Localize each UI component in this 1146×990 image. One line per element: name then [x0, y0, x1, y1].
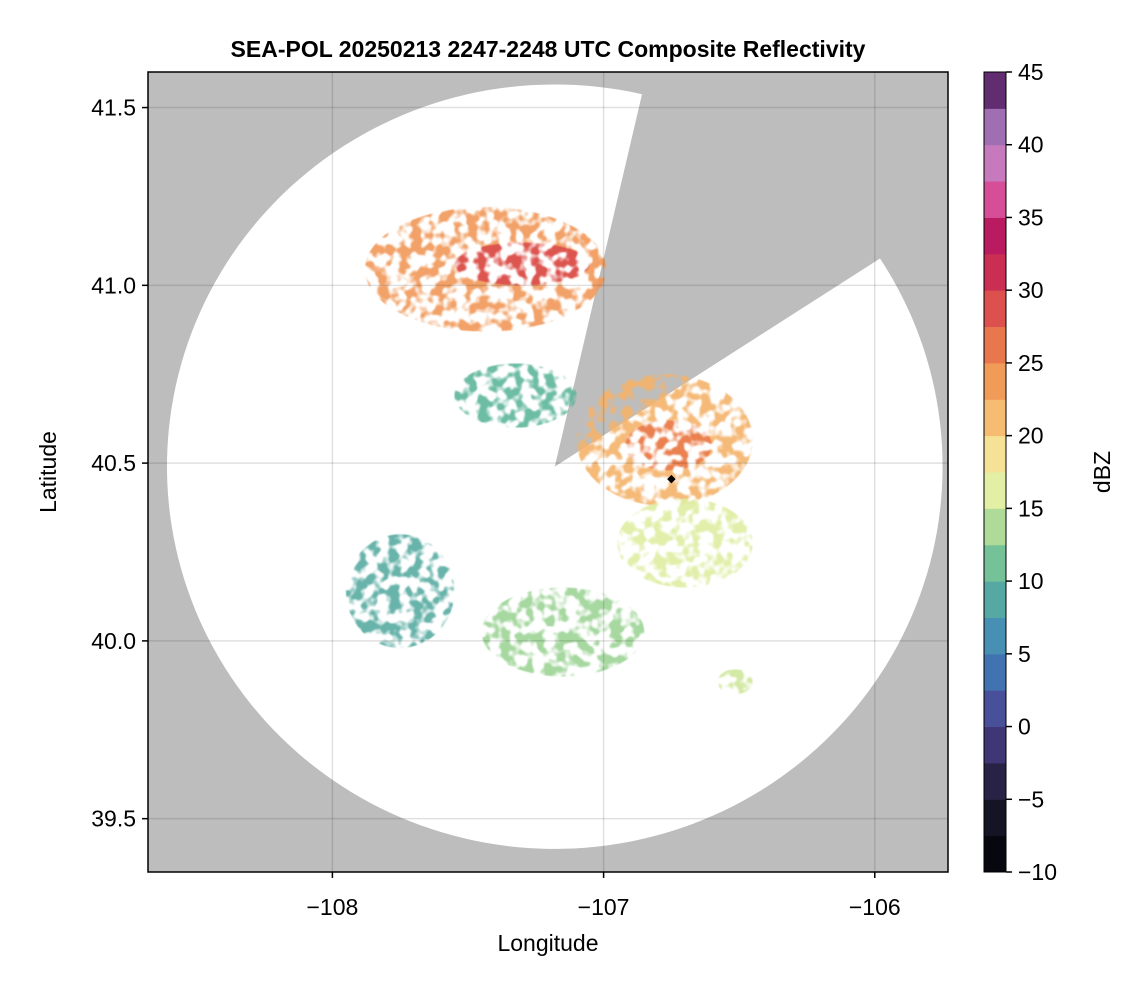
y-tick-label: 40.5: [91, 450, 136, 476]
colorbar-segment: [984, 326, 1006, 364]
echo-region: [481, 587, 645, 677]
echo-region: [454, 242, 591, 286]
y-tick-label: 40.0: [91, 628, 136, 654]
y-tick-label: 41.0: [91, 272, 136, 298]
x-axis-label: Longitude: [497, 930, 598, 956]
echo-region: [625, 420, 713, 471]
colorbar-tick-label: 15: [1018, 495, 1044, 521]
grid-lines: [148, 72, 948, 872]
colorbar-segment: [984, 726, 1006, 764]
x-tick-label: −106: [849, 894, 901, 920]
colorbar-tick-label: 20: [1018, 423, 1044, 449]
colorbar-segment: [984, 472, 1006, 509]
colorbar-tick-label: 30: [1018, 277, 1044, 303]
colorbar-segment: [984, 217, 1006, 255]
colorbar-segment: [984, 653, 1006, 691]
colorbar-tick-label: 40: [1018, 132, 1044, 158]
colorbar-segment: [984, 544, 1006, 582]
echo-region: [617, 498, 753, 588]
colorbar-segment: [984, 690, 1006, 728]
plot-area: [147, 71, 949, 873]
colorbar-segment: [984, 835, 1006, 873]
radar-coverage: [166, 84, 943, 849]
colorbar-tick-label: −10: [1018, 859, 1057, 885]
colorbar-segment: [984, 108, 1006, 146]
colorbar-segment: [984, 508, 1006, 546]
colorbar-segment: [984, 435, 1006, 473]
colorbar-segment: [984, 799, 1006, 837]
colorbar: −10 −5 0 5 10 15 20 25 30 35 40 45: [983, 59, 1057, 885]
plot-frame: [147, 71, 949, 873]
colorbar-tick-label: 0: [1018, 714, 1031, 740]
colorbar-segment: [984, 399, 1006, 437]
colorbar-segment: [984, 181, 1006, 218]
colorbar-tick-label: 35: [1018, 204, 1044, 230]
chart-title: SEA-POL 20250213 2247-2248 UTC Composite…: [231, 36, 866, 62]
colorbar-segment: [984, 72, 1006, 109]
y-tick-label: 39.5: [91, 806, 136, 832]
y-tick-label: 41.5: [91, 95, 136, 121]
colorbar-segment: [984, 581, 1006, 618]
y-axis: 39.5 40.0 40.5 41.0 41.5: [91, 95, 148, 832]
echo-region: [454, 363, 577, 428]
colorbar-tick-label: 10: [1018, 568, 1044, 594]
colorbar-tick-label: 45: [1018, 59, 1044, 85]
echo-region: [345, 534, 455, 648]
radar-site-marker: [667, 474, 676, 484]
x-tick-label: −107: [578, 894, 630, 920]
colorbar-segment: [984, 617, 1006, 655]
colorbar-segment: [984, 762, 1006, 800]
y-axis-label: Latitude: [35, 431, 61, 513]
colorbar-segment: [984, 362, 1006, 400]
colorbar-segment: [984, 290, 1006, 328]
colorbar-tick-label: −5: [1018, 786, 1044, 812]
colorbar-tick-label: 5: [1018, 641, 1031, 667]
colorbar-segment: [984, 253, 1006, 291]
colorbar-label: dBZ: [1089, 451, 1115, 493]
x-tick-label: −108: [307, 894, 359, 920]
colorbar-segment: [984, 144, 1006, 182]
echo-layer: [345, 207, 753, 695]
echo-region: [717, 669, 753, 695]
colorbar-frame: [983, 71, 1007, 873]
x-axis: −108 −107 −106: [307, 872, 901, 920]
colorbar-tick-label: 25: [1018, 350, 1044, 376]
